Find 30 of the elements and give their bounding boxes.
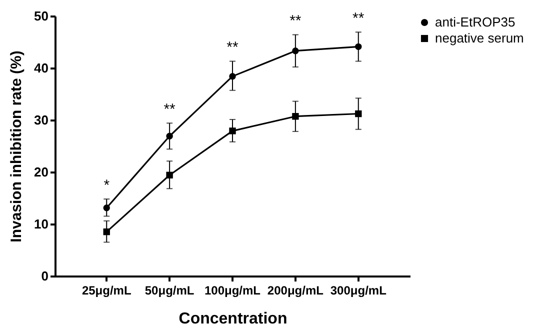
annotation: **: [290, 12, 302, 30]
point: [292, 47, 299, 54]
annotation: **: [352, 10, 364, 28]
x-tick-label: 200μg/mL: [267, 284, 324, 298]
x-tick-label: 300μg/mL: [330, 284, 386, 298]
point: [355, 43, 362, 50]
y-tick-label: 20: [34, 164, 48, 180]
y-tick-label: 0: [41, 268, 48, 284]
point: [292, 113, 299, 120]
y-tick-label: 50: [34, 8, 48, 24]
x-tick-label: 50μg/mL: [144, 284, 194, 298]
point: [229, 72, 236, 80]
point: [103, 228, 110, 236]
legend-label: anti-EtROP35: [435, 14, 516, 30]
annotation: **: [164, 101, 176, 118]
x-axis-title: Concentration: [178, 310, 288, 328]
legend-label: negative serum: [435, 30, 524, 46]
y-tick-label: 10: [34, 216, 48, 232]
point: [166, 172, 173, 178]
y-tick-label: 40: [34, 60, 48, 76]
point: [166, 132, 173, 140]
y-tick-label: 30: [34, 112, 48, 128]
x-tick-label: 25μg/mL: [82, 284, 132, 298]
annotation: *: [104, 177, 110, 194]
annotation: **: [226, 39, 238, 56]
point: [355, 110, 362, 118]
x-tick-label: 100μg/mL: [204, 284, 261, 298]
point: [103, 204, 110, 212]
point: [229, 128, 236, 134]
y-axis-title: Invasion inhibition rate (%): [8, 50, 26, 242]
